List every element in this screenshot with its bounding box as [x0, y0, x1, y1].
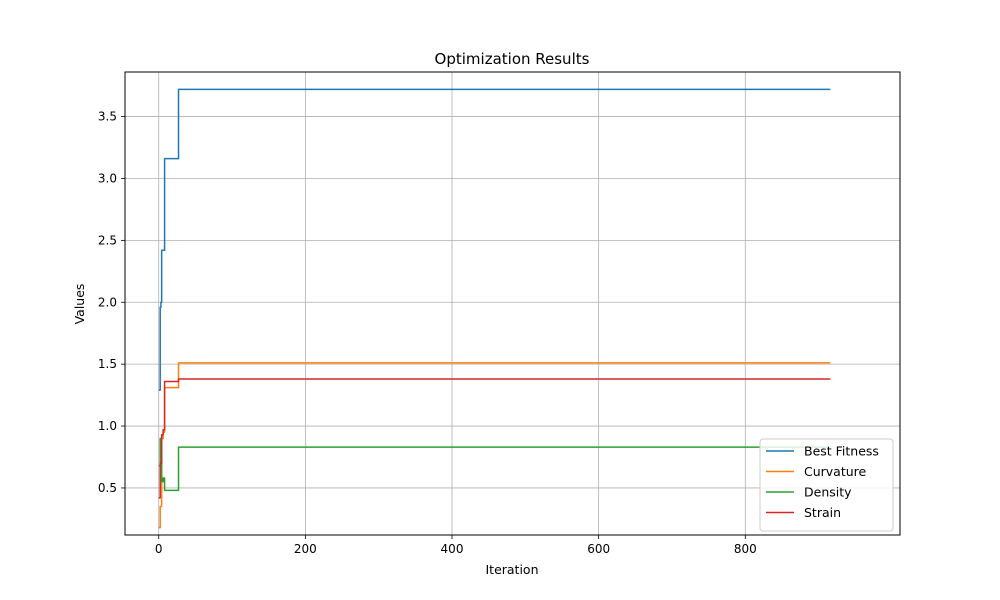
y-tick-label: 3.5	[98, 110, 117, 124]
legend-label-strain: Strain	[804, 505, 841, 520]
y-tick-label: 0.5	[98, 481, 117, 495]
series-line-density	[158, 437, 831, 492]
y-tick-label: 2.0	[98, 295, 117, 309]
legend: Best Fitness Curvature Density Strain	[759, 438, 894, 532]
x-tick-label: 600	[587, 542, 610, 556]
series-line-best-fitness	[158, 88, 831, 391]
axis-ticks: 0 200 400 600 800 0.5 1.0 1.5 2.0 2.5 3.0 3.5	[98, 110, 757, 556]
x-tick-label: 400	[441, 542, 464, 556]
grid-lines	[125, 72, 900, 535]
legend-label-best-fitness: Best Fitness	[804, 444, 879, 459]
x-tick-label: 0	[155, 542, 163, 556]
y-tick-label: 2.5	[98, 233, 117, 247]
plot-frame	[124, 71, 901, 536]
chart-title: Optimization Results	[435, 50, 590, 68]
y-tick-label: 3.0	[98, 171, 117, 185]
x-axis-label: Iteration	[485, 562, 538, 577]
legend-label-curvature: Curvature	[804, 464, 867, 479]
x-tick-label: 800	[734, 542, 757, 556]
series-lines	[158, 88, 831, 529]
y-tick-label: 1.0	[98, 419, 117, 433]
legend-box	[759, 438, 894, 532]
legend-label-density: Density	[804, 485, 852, 500]
x-tick-label: 200	[294, 542, 317, 556]
y-axis-label: Values	[72, 284, 87, 325]
y-tick-label: 1.5	[98, 357, 117, 371]
series-line-strain	[158, 378, 831, 499]
